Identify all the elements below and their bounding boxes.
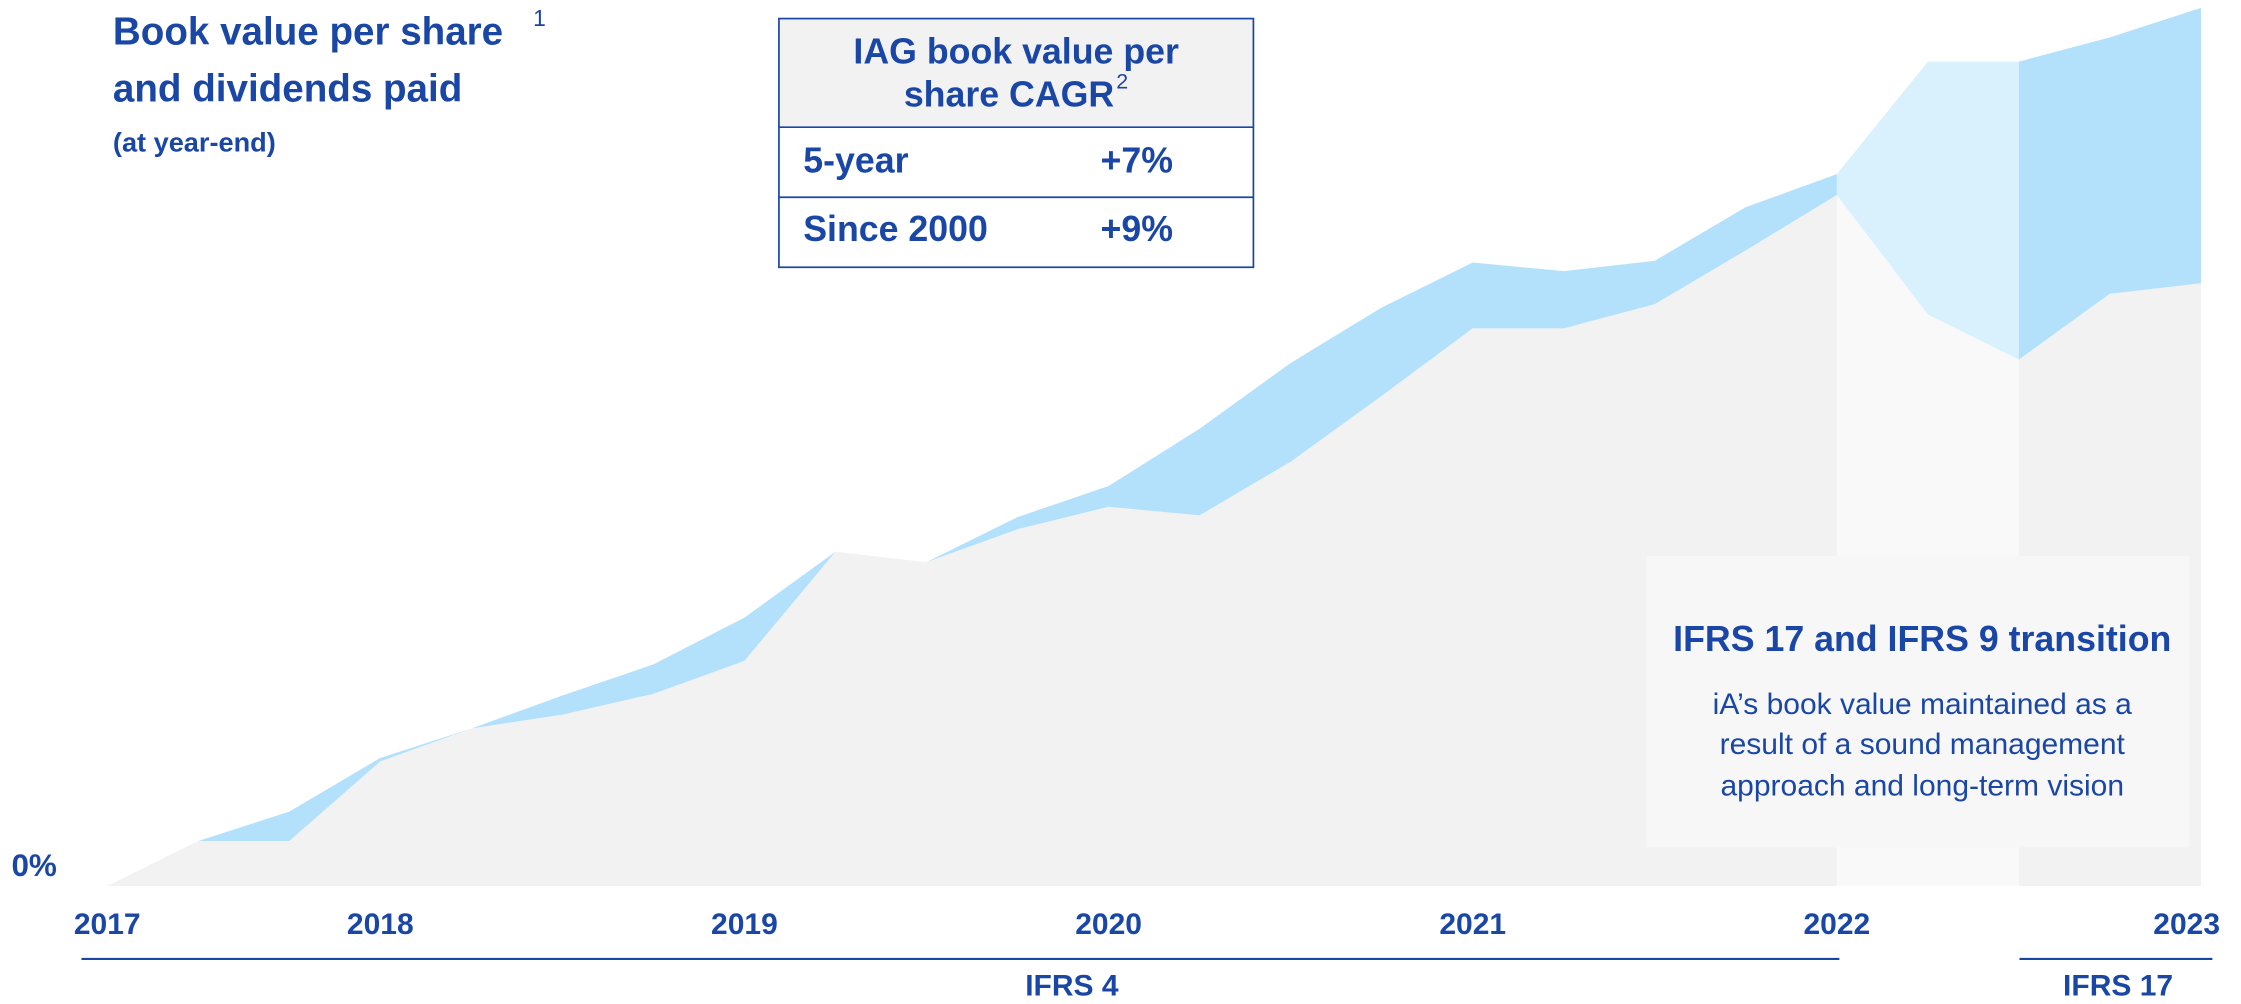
chart-title: Book value per share [113,10,503,53]
annotation: IFRS 17 and IFRS 9 transition iA’s book … [1646,555,2190,848]
period-label: IFRS 4 [1025,969,1119,1002]
table-cell: 5-year [803,140,908,180]
x-tick-label: 2019 [711,908,778,941]
table-cell: +9% [1100,209,1172,249]
period-label: IFRS 17 [2063,969,2173,1002]
annotation-text: iA’s book value maintained as a [1713,688,2132,721]
table-header: IAG book value per [853,32,1179,72]
x-tick-label: 2017 [74,908,141,941]
annotation-text: result of a sound management [1720,728,2126,761]
x-tick-label: 2020 [1075,908,1142,941]
title-note: 1 [533,5,546,31]
cagr-table: IAG book value per share CAGR 2 5-year +… [778,17,1255,269]
table-header: share CAGR [904,75,1115,115]
annotation-title: IFRS 17 and IFRS 9 transition [1673,619,2171,659]
x-tick-label: 2022 [1803,908,1870,941]
annotation-text: approach and long-term vision [1720,769,2124,802]
annotation-box [1646,555,2190,848]
table-cell: Since 2000 [803,209,988,249]
table-header-note: 2 [1116,70,1128,94]
x-tick-label: 2021 [1439,908,1506,941]
table-cell: +7% [1100,140,1172,180]
y-tick-label: 0% [11,848,56,883]
chart-subtitle: (at year-end) [113,127,276,158]
periods: IFRS 4 IFRS 17 [81,957,2213,1002]
x-tick-label: 2023 [2153,908,2220,941]
table-border [778,17,1255,269]
table-header-bg [778,18,1254,128]
chart-title-line: and dividends paid [113,68,462,111]
x-tick-label: 2018 [347,908,414,941]
